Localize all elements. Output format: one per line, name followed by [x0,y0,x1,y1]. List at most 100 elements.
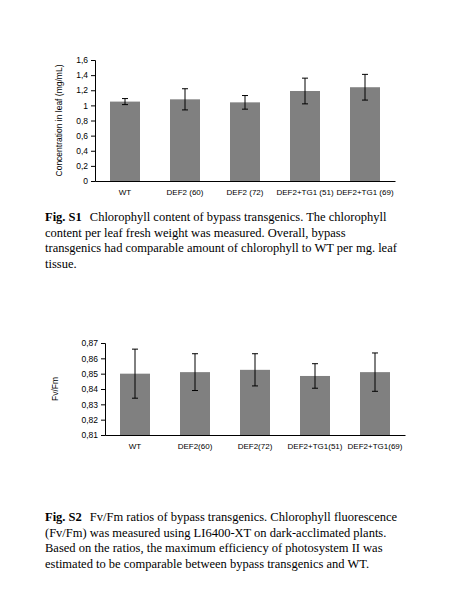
x-axis: WTDEF2 (60)DEF2 (72)DEF2+TG1 (51)DEF2+TG… [96,181,396,197]
tick-mark [91,90,95,91]
tick-mark [91,75,95,76]
y-axis-title: Concentration in leaf (mg/mL) [54,64,64,176]
tick-mark [91,60,95,61]
bar [350,87,380,181]
x-tick: DEF2(60) [178,435,213,451]
error-bar-line [372,352,378,353]
tick-mark [91,151,95,152]
caption-line: Based on the ratios, the maximum efficie… [45,541,383,555]
y-tick: 0,86 [81,354,105,364]
error-bar [182,89,188,110]
error-bar-line [305,78,306,104]
x-tick: WT [119,181,132,197]
tick-mark [91,136,95,137]
tick-mark [101,404,105,405]
x-axis: WTDEF2(60)DEF2(72)DEF2+TG1(51)DEF2+TG1(6… [106,435,406,451]
y-axis-title: Fv/Fm [50,377,60,401]
error-bar-line [315,364,316,389]
error-bar-line [362,74,368,75]
caption-line: (Fv/Fm) was measured using LI6400-XT on … [45,526,386,540]
error-bar-line [302,78,308,79]
plot-area [120,349,390,435]
y-tick: 0,84 [81,384,105,394]
y-tick: 0,4 [76,146,95,156]
x-tick: DEF2+TG1(69) [348,435,403,451]
tick-label: 0,4 [76,146,88,156]
figure-label: Fig. S2 [45,510,82,524]
error-bar [132,349,138,398]
bar [290,91,320,181]
error-bar-line [365,74,366,100]
y-tick: 0,87 [81,338,105,348]
tick-label: 0,81 [81,430,98,440]
tick-mark [91,166,95,167]
tick-label: 1,4 [76,70,88,80]
error-bar-line [312,388,318,389]
error-bar [302,78,308,104]
tick-label: DEF2+TG1(51) [288,442,343,451]
page: 00,20,40,60,811,21,41,6WTDEF2 (60)DEF2 (… [0,0,450,600]
y-tick: 0 [83,176,95,186]
y-tick: 1 [83,101,95,111]
y-axis: 00,20,40,60,811,21,41,6 [76,55,95,186]
y-tick: 0,6 [76,131,95,141]
error-bar-line [372,391,378,392]
tick-label: 0,6 [76,131,88,141]
tick-label: 0,8 [76,116,88,126]
y-tick: 1,2 [76,85,95,95]
caption-line: content per leaf fresh weight was measur… [45,226,346,240]
tick-mark [101,358,105,359]
error-bar-line [302,103,308,104]
error-bar-line [132,349,138,350]
figure-label: Fig. S1 [45,210,82,224]
plot-area [110,74,380,181]
tick-mark [101,420,105,421]
y-tick: 1,4 [76,70,95,80]
tick-mark [91,121,95,122]
caption: Fig. S2Fv/Fm ratios of bypass transgenic… [45,510,398,571]
error-bar-line [135,349,136,398]
error-bar [362,74,368,100]
y-tick: 0,8 [76,116,95,126]
tick-mark [91,181,95,182]
x-tick: DEF2 (72) [227,181,264,197]
caption-line: tissue. [45,257,77,271]
error-bar-line [182,88,188,89]
y-tick: 0,83 [81,400,105,410]
tick-label: 1 [83,101,88,111]
tick-label: WT [119,188,132,197]
x-tick: DEF2+TG1 (51) [276,181,333,197]
error-bar [372,353,378,391]
axis-line [106,435,406,436]
error-bar-line [362,100,368,101]
caption-line: estimated to be comparable between bypas… [45,557,369,571]
x-tick: WT [129,435,142,451]
error-bar-line [125,99,126,105]
y-tick: 0,85 [81,369,105,379]
error-bar-line [375,353,376,391]
error-bar-line [185,89,186,110]
error-bar-line [255,354,256,386]
tick-mark [101,435,105,436]
error-bar-line [182,109,188,110]
y-tick: 0,82 [81,415,105,425]
error-bar-line [192,390,198,391]
error-bar-line [195,354,196,391]
tick-label: DEF2 (60) [167,188,204,197]
tick-label: DEF2 (72) [227,188,264,197]
error-bar-line [132,398,138,399]
error-bar-line [252,385,258,386]
error-bar-line [242,95,248,96]
tick-label: 0,85 [81,369,98,379]
axis-line [101,344,106,436]
tick-label: DEF2+TG1 (51) [276,188,333,197]
bar [230,102,260,181]
tick-label: 0,86 [81,354,98,364]
chart: 0,81 0,82 0,83 0,84 0,85 0,86 0,87 WT DEF2(60) DE… [45,338,406,570]
tick-mark [101,374,105,375]
caption-line: Chlorophyll content of bypass transgenic… [90,210,387,224]
chart: 00,20,40,60,811,21,41,6WTDEF2 (60)DEF2 (… [45,55,398,270]
caption-line: transgenics had comparable amount of chl… [45,241,398,255]
error-bar [312,364,318,389]
y-tick: 0,81 [81,430,105,440]
